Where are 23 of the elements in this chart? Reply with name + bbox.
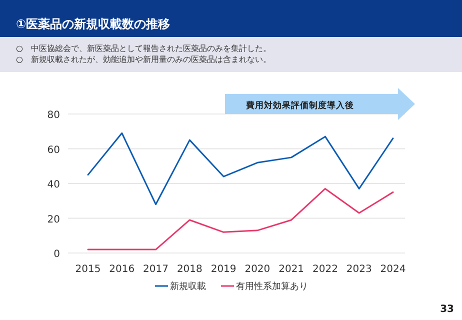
x-tick-label: 2017	[143, 264, 169, 275]
x-tick-label: 2024	[380, 264, 406, 275]
y-tick-label: 40	[47, 180, 60, 190]
x-tick-label: 2021	[278, 264, 304, 275]
text: 33	[440, 304, 454, 315]
x-tick-label: 2019	[210, 264, 236, 275]
chart-subtitle: ○ 中医協総会で、新医薬品として報告された医薬品のみを集計した。 ○ 新規収載されたが、効能追加や新用量のみの医薬品は含まれない。	[16, 44, 271, 64]
legend-label: 新規収載	[170, 281, 206, 292]
y-tick-label: 60	[47, 144, 60, 156]
x-tick-label: 2022	[312, 264, 338, 275]
legend-label: 有用性系加算あり	[236, 281, 308, 292]
x-tick-label: 2018	[176, 264, 202, 275]
text: 費用対効果評価制度導入後	[245, 100, 354, 111]
line-series	[87, 132, 394, 206]
y-tick-label: 80	[47, 110, 60, 121]
x-tick-label: 2015	[75, 264, 101, 275]
x-tick-label: 2023	[346, 264, 372, 275]
chart-title: ①医薬品の新規収載数の推移	[16, 17, 170, 31]
y-tick-label: 20	[47, 214, 60, 226]
x-tick-label: 2016	[109, 264, 135, 275]
line-series	[87, 188, 394, 250]
y-tick-label: 0	[54, 249, 60, 260]
x-tick-label: 2020	[244, 264, 270, 275]
